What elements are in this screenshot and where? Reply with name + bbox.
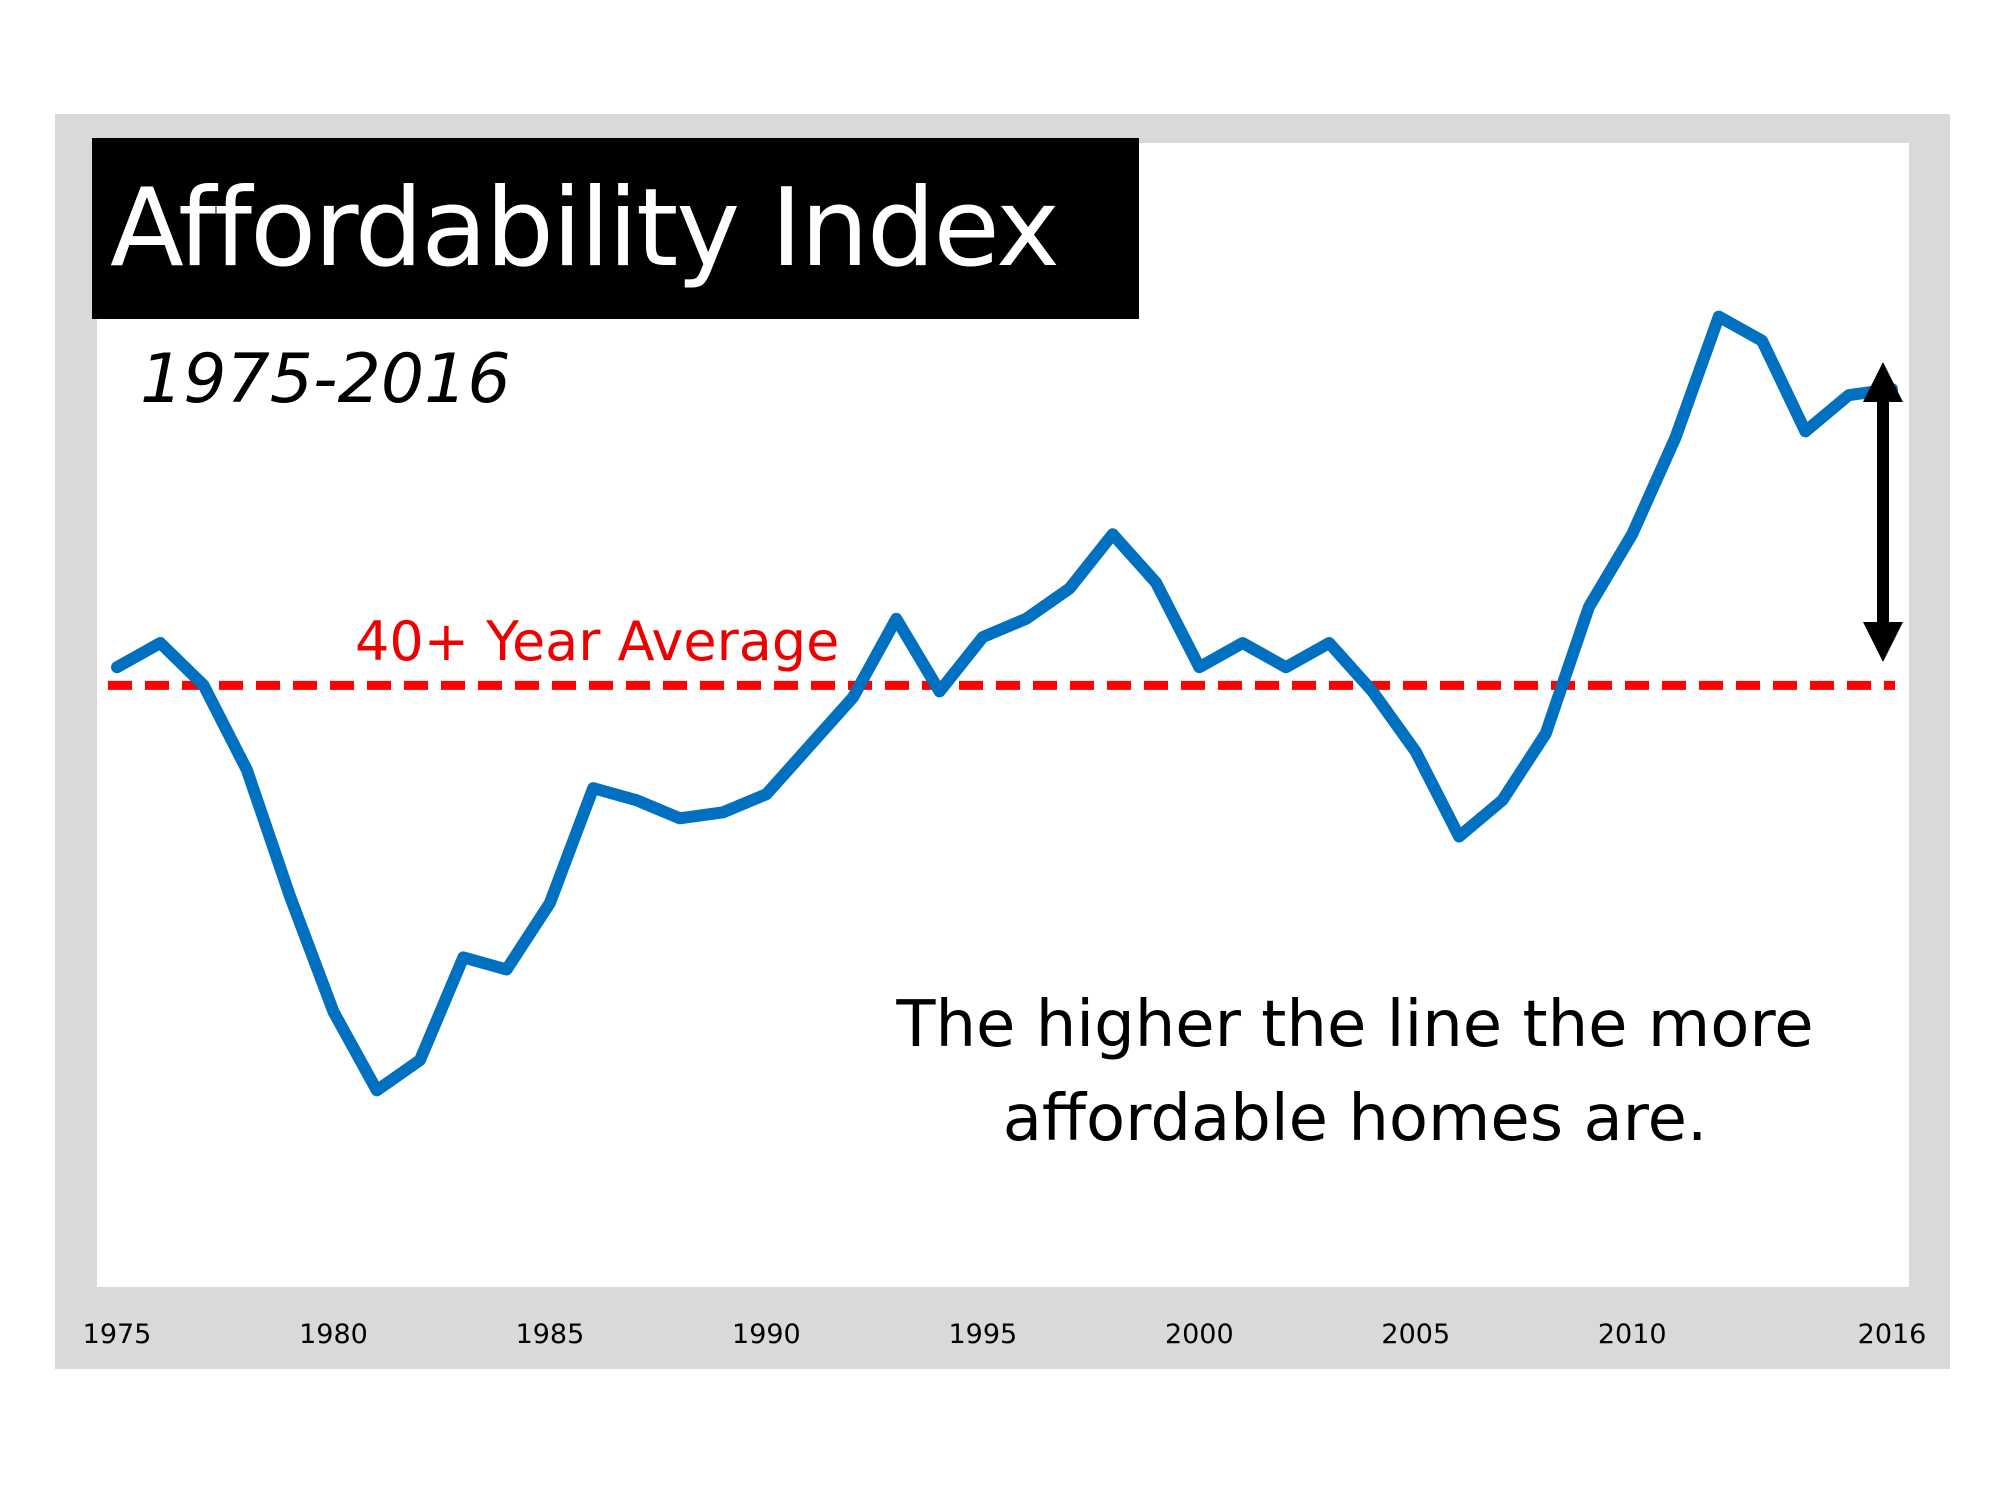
- x-tick-label-2010: 2010: [1598, 1319, 1667, 1350]
- x-tick-label-1985: 1985: [516, 1319, 585, 1350]
- x-tick-label-1990: 1990: [732, 1319, 801, 1350]
- plot-area: [97, 143, 1909, 1287]
- x-tick-label-2000: 2000: [1165, 1319, 1234, 1350]
- chart-subtitle: 1975-2016: [140, 340, 511, 419]
- x-tick-label-2005: 2005: [1381, 1319, 1450, 1350]
- x-tick-label-1975: 1975: [83, 1319, 152, 1350]
- annotation-line-1: The higher the line the more: [896, 988, 1814, 1062]
- x-tick-label-1995: 1995: [948, 1319, 1017, 1350]
- x-tick-label-1980: 1980: [299, 1319, 368, 1350]
- annotation-note: The higher the line the more affordable …: [880, 978, 1830, 1166]
- x-tick-label-2016: 2016: [1858, 1319, 1927, 1350]
- average-line-label: 40+ Year Average: [355, 610, 840, 673]
- series-line-affordability-index: [111, 310, 1898, 1097]
- double-arrow-icon: [1863, 362, 1903, 662]
- chart-title: Affordability Index: [92, 138, 1139, 319]
- annotation-line-2: affordable homes are.: [1002, 1082, 1708, 1156]
